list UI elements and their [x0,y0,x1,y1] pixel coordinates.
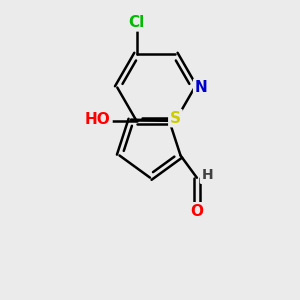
Text: O: O [190,204,203,219]
Text: Cl: Cl [128,15,145,30]
Text: H: H [202,168,213,182]
Text: HO: HO [85,112,111,127]
Text: S: S [170,111,181,126]
Text: N: N [195,80,208,95]
